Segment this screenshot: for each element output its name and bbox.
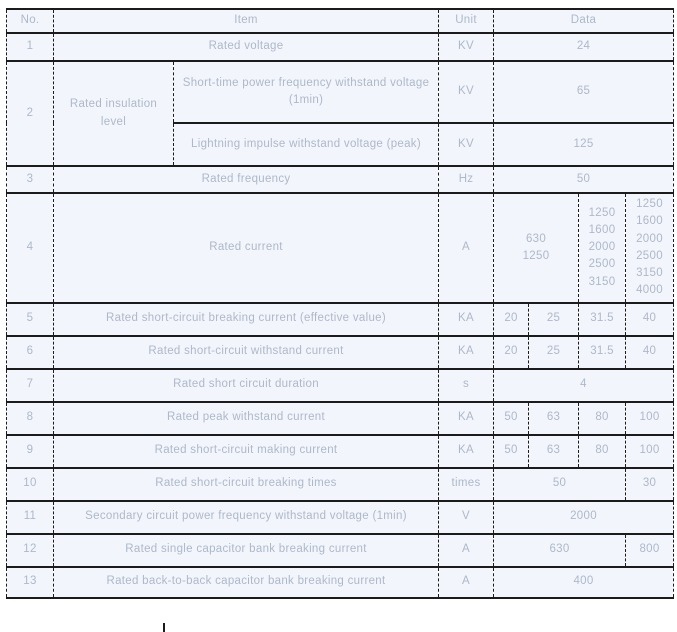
table-row: 10 Rated short-circuit breaking times ti… bbox=[6, 466, 675, 502]
row-number: 2 bbox=[6, 60, 54, 167]
header-unit: Unit bbox=[438, 8, 495, 34]
unit-cell: Hz bbox=[438, 165, 495, 194]
data-cell: 800 bbox=[625, 532, 675, 568]
data-cell: 20 bbox=[493, 301, 530, 337]
unit-cell: KA bbox=[438, 400, 495, 436]
header-no: No. bbox=[6, 8, 54, 34]
data-cell: 2000 bbox=[493, 499, 675, 535]
row-number: 11 bbox=[6, 499, 54, 535]
item-cell: Short-time power frequency withstand vol… bbox=[172, 60, 440, 124]
item-cell: Rated short-circuit breaking current (ef… bbox=[52, 301, 440, 337]
row-number: 3 bbox=[6, 165, 54, 194]
unit-cell: V bbox=[438, 499, 495, 535]
table-row: 3 Rated frequency Hz 50 bbox=[6, 165, 675, 194]
data-cell: 630 bbox=[493, 532, 627, 568]
data-cell: 50 bbox=[493, 433, 530, 469]
table-row: 1 Rated voltage KV 24 bbox=[6, 32, 675, 62]
table-row: Lightning impulse withstand voltage (pea… bbox=[7, 122, 675, 167]
data-cell: 40 bbox=[625, 301, 675, 337]
item-cell: Rated short-circuit breaking times bbox=[52, 466, 440, 502]
unit-cell: times bbox=[438, 466, 495, 502]
item-cell: Rated short-circuit withstand current bbox=[52, 334, 440, 370]
data-cell: 63 bbox=[528, 400, 580, 436]
unit-cell: A bbox=[438, 192, 495, 304]
table-row: 5 Rated short-circuit breaking current (… bbox=[6, 301, 675, 337]
row-number: 6 bbox=[6, 334, 54, 370]
item-cell: Secondary circuit power frequency withst… bbox=[52, 499, 440, 535]
data-cell: 1250 1600 2000 2500 3150 bbox=[578, 192, 627, 304]
data-cell: 50 bbox=[493, 400, 530, 436]
data-cell: 4 bbox=[493, 367, 675, 403]
table-row: 2 Rated insulation level Short-time powe… bbox=[6, 60, 675, 167]
item-cell: Rated peak withstand current bbox=[52, 400, 440, 436]
data-cell: 80 bbox=[578, 433, 627, 469]
header-item: Item bbox=[52, 8, 440, 34]
data-cell: 50 bbox=[493, 466, 627, 502]
item-cell: Lightning impulse withstand voltage (pea… bbox=[172, 122, 440, 167]
table-row: 8 Rated peak withstand current KA 50 63 … bbox=[6, 400, 675, 436]
row-number: 12 bbox=[6, 532, 54, 568]
data-cell: 1250 1600 2000 2500 3150 4000 bbox=[625, 192, 675, 304]
data-cell: 25 bbox=[528, 301, 580, 337]
unit-cell: A bbox=[438, 532, 495, 568]
table-row: 7 Rated short circuit duration s 4 bbox=[6, 367, 675, 403]
item-cell: Rated single capacitor bank breaking cur… bbox=[52, 532, 440, 568]
data-cell: 31.5 bbox=[578, 334, 627, 370]
unit-cell: KA bbox=[438, 301, 495, 337]
next-row-divider-stub bbox=[163, 623, 165, 632]
item-group-cell: Rated insulation level bbox=[53, 60, 174, 167]
spec-table: No. Item Unit Data 1 Rated voltage KV 24… bbox=[6, 8, 675, 599]
table-row: 4 Rated current A 630 1250 1250 1600 200… bbox=[6, 192, 675, 304]
data-cell: 50 bbox=[493, 165, 675, 194]
table-row: 13 Rated back-to-back capacitor bank bre… bbox=[6, 565, 675, 599]
data-cell: 31.5 bbox=[578, 301, 627, 337]
unit-cell: KA bbox=[438, 433, 495, 469]
data-cell: 20 bbox=[493, 334, 530, 370]
data-cell: 100 bbox=[625, 433, 675, 469]
item-cell: Rated voltage bbox=[52, 32, 440, 62]
row-number: 7 bbox=[6, 367, 54, 403]
row-number: 10 bbox=[6, 466, 54, 502]
data-cell: 24 bbox=[493, 32, 675, 62]
row-number: 13 bbox=[6, 565, 54, 599]
data-cell: 125 bbox=[493, 122, 675, 167]
unit-cell: KA bbox=[438, 334, 495, 370]
unit-cell: s bbox=[438, 367, 495, 403]
table-header-row: No. Item Unit Data bbox=[6, 8, 675, 34]
item-cell: Rated short-circuit making current bbox=[52, 433, 440, 469]
data-cell: 40 bbox=[625, 334, 675, 370]
row-number: 1 bbox=[6, 32, 54, 62]
row-number: 8 bbox=[6, 400, 54, 436]
item-cell: Rated frequency bbox=[52, 165, 440, 194]
item-cell: Rated short circuit duration bbox=[52, 367, 440, 403]
data-cell: 65 bbox=[493, 60, 675, 124]
item-cell: Rated current bbox=[52, 192, 440, 304]
item-cell: Rated back-to-back capacitor bank breaki… bbox=[52, 565, 440, 599]
unit-cell: A bbox=[438, 565, 495, 599]
data-cell: 400 bbox=[493, 565, 675, 599]
table-row: 12 Rated single capacitor bank breaking … bbox=[6, 532, 675, 568]
unit-cell: KV bbox=[438, 122, 495, 167]
data-cell: 80 bbox=[578, 400, 627, 436]
unit-cell: KV bbox=[438, 32, 495, 62]
table-row: 6 Rated short-circuit withstand current … bbox=[6, 334, 675, 370]
unit-cell: KV bbox=[438, 60, 495, 124]
data-cell: 630 1250 bbox=[493, 192, 580, 304]
data-cell: 25 bbox=[528, 334, 580, 370]
data-cell: 30 bbox=[625, 466, 675, 502]
header-data: Data bbox=[493, 8, 675, 34]
data-cell: 63 bbox=[528, 433, 580, 469]
row-number: 4 bbox=[6, 192, 54, 304]
row-number: 5 bbox=[6, 301, 54, 337]
table-row: 9 Rated short-circuit making current KA … bbox=[6, 433, 675, 469]
table-row: 11 Secondary circuit power frequency wit… bbox=[6, 499, 675, 535]
row-number: 9 bbox=[6, 433, 54, 469]
data-cell: 100 bbox=[625, 400, 675, 436]
